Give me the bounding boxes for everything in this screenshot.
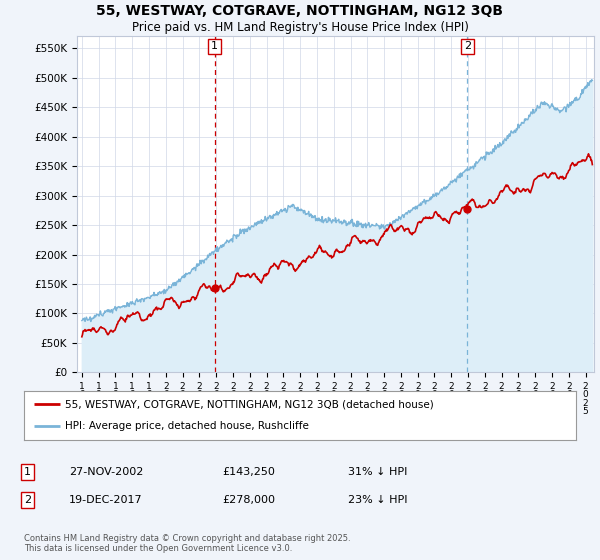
Text: Price paid vs. HM Land Registry's House Price Index (HPI): Price paid vs. HM Land Registry's House … (131, 21, 469, 34)
Text: 55, WESTWAY, COTGRAVE, NOTTINGHAM, NG12 3QB (detached house): 55, WESTWAY, COTGRAVE, NOTTINGHAM, NG12 … (65, 399, 434, 409)
Text: HPI: Average price, detached house, Rushcliffe: HPI: Average price, detached house, Rush… (65, 422, 309, 431)
Text: 2: 2 (464, 41, 471, 52)
Text: Contains HM Land Registry data © Crown copyright and database right 2025.
This d: Contains HM Land Registry data © Crown c… (24, 534, 350, 553)
Text: 31% ↓ HPI: 31% ↓ HPI (348, 467, 407, 477)
Text: 2: 2 (24, 495, 31, 505)
Text: £143,250: £143,250 (222, 467, 275, 477)
Text: 1: 1 (211, 41, 218, 52)
Text: 23% ↓ HPI: 23% ↓ HPI (348, 495, 407, 505)
Text: 1: 1 (24, 467, 31, 477)
Text: 55, WESTWAY, COTGRAVE, NOTTINGHAM, NG12 3QB: 55, WESTWAY, COTGRAVE, NOTTINGHAM, NG12 … (97, 4, 503, 18)
Text: 19-DEC-2017: 19-DEC-2017 (69, 495, 143, 505)
Text: £278,000: £278,000 (222, 495, 275, 505)
Text: 27-NOV-2002: 27-NOV-2002 (69, 467, 143, 477)
